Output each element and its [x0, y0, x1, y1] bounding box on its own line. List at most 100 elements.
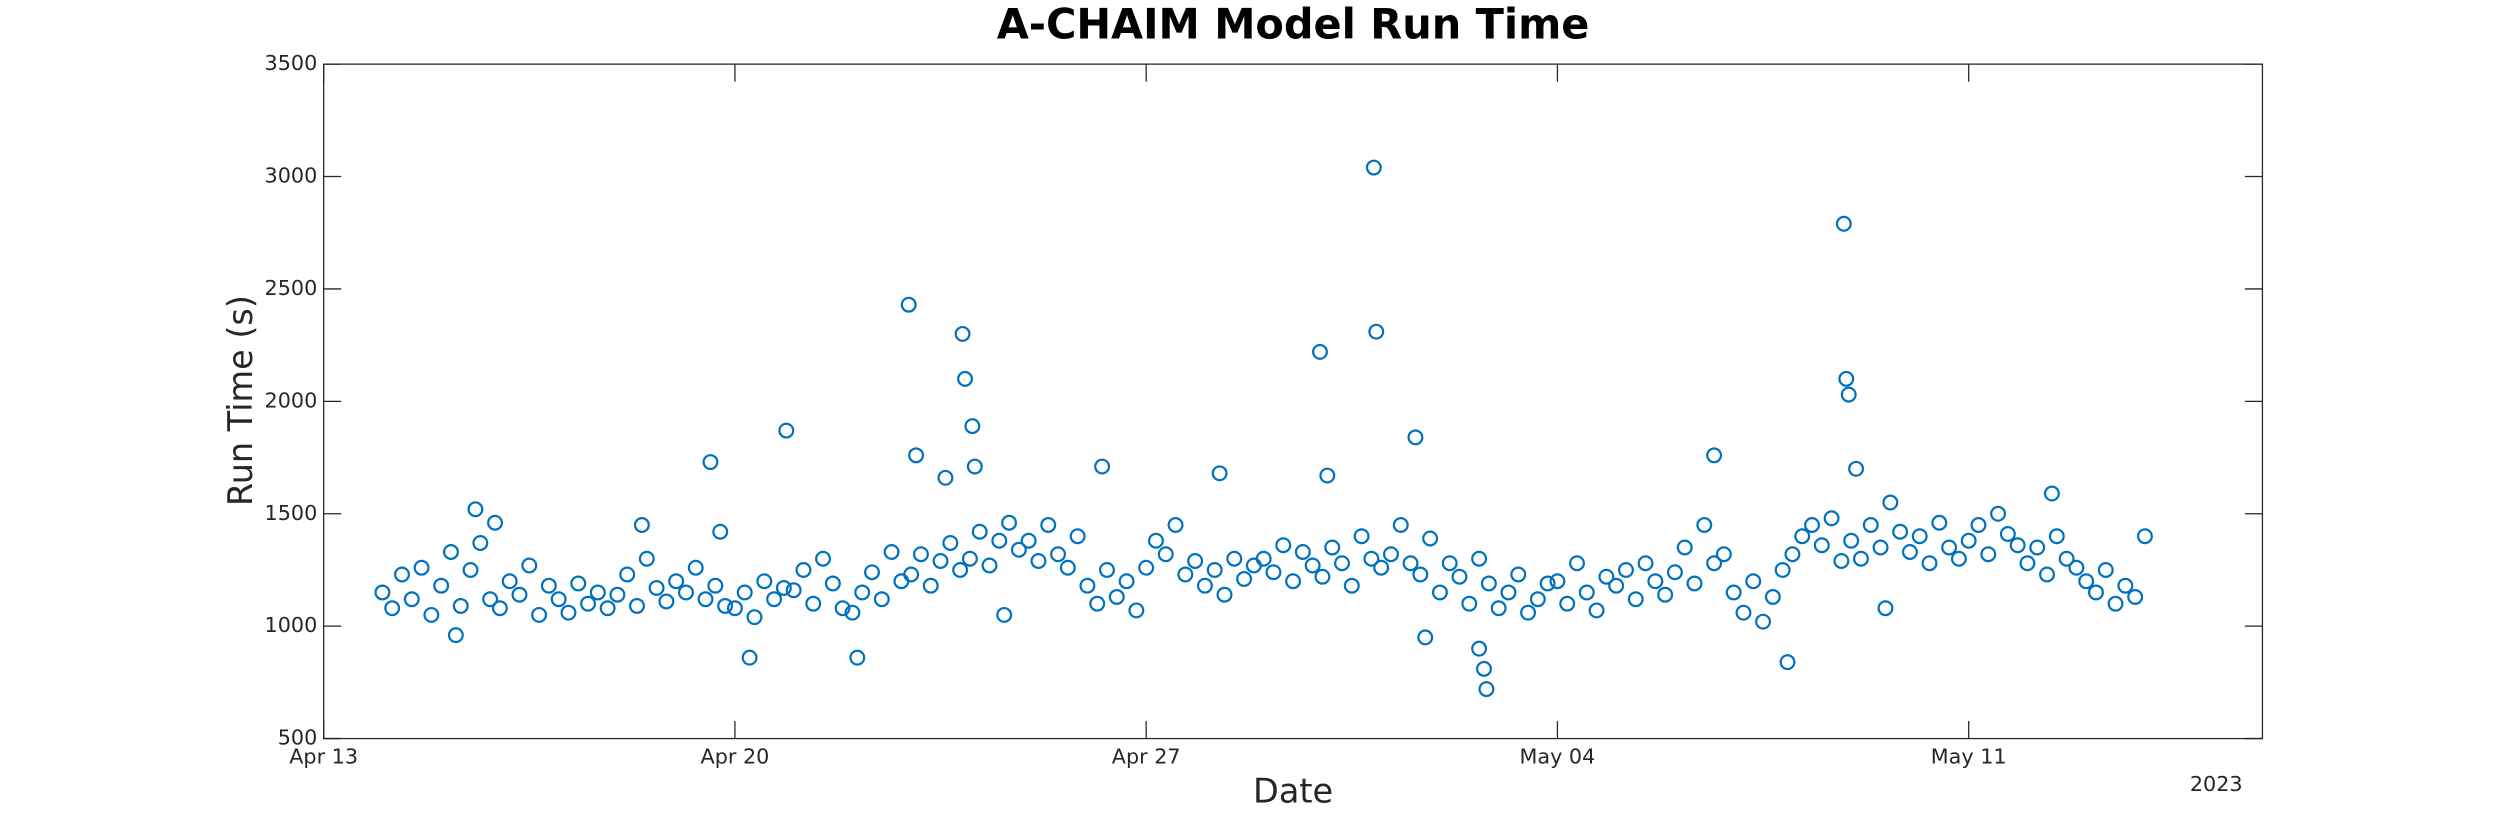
data-point: [1823, 510, 1840, 527]
data-point: [1666, 564, 1683, 581]
data-point: [452, 597, 469, 614]
y-tick-label: 3000: [265, 164, 318, 188]
data-point: [1725, 584, 1742, 601]
data-point: [1030, 552, 1047, 569]
data-point: [638, 550, 655, 567]
data-point: [844, 604, 861, 621]
data-point: [1211, 465, 1228, 482]
data-point: [2068, 559, 2085, 576]
data-point: [785, 582, 802, 599]
data-point: [1363, 550, 1380, 567]
data-point: [932, 552, 949, 569]
data-point: [697, 591, 714, 608]
data-point: [1784, 546, 1801, 563]
data-point: [1118, 573, 1135, 590]
data-point: [1265, 564, 1282, 581]
data-point: [1696, 517, 1713, 533]
data-point: [1285, 573, 1302, 590]
data-point: [1040, 517, 1057, 533]
data-point: [1539, 575, 1556, 592]
data-point: [1294, 544, 1311, 560]
data-point: [413, 559, 430, 576]
y-tick-label: 500: [278, 726, 318, 750]
x-tick-label: May 04: [1520, 745, 1596, 769]
y-tick-label: 2500: [265, 276, 318, 300]
data-point: [736, 584, 753, 601]
data-point: [991, 532, 1008, 549]
data-point: [668, 573, 685, 590]
data-point: [2048, 528, 2065, 545]
data-point: [1422, 530, 1439, 547]
data-point: [1840, 386, 1857, 403]
data-point: [2117, 577, 2134, 594]
x-tick-label: May 11: [1931, 745, 2007, 769]
data-point: [472, 535, 489, 551]
data-point: [957, 370, 973, 387]
data-point: [1275, 537, 1292, 554]
data-point: [1813, 537, 1830, 554]
data-point: [1529, 591, 1546, 608]
data-point: [1901, 544, 1918, 560]
data-point: [1647, 573, 1664, 590]
data-point: [1520, 604, 1537, 621]
data-point: [964, 418, 981, 435]
data-point: [1099, 561, 1115, 578]
data-point: [447, 627, 464, 644]
data-point: [1559, 595, 1576, 612]
data-point: [2078, 573, 2095, 590]
data-point: [1706, 555, 1723, 572]
data-point: [1755, 613, 1772, 630]
x-tick-label: Apr 20: [701, 745, 770, 769]
data-point: [712, 523, 729, 540]
data-point: [1848, 460, 1865, 477]
data-point: [1089, 595, 1106, 612]
data-point: [619, 566, 636, 583]
data-point: [384, 600, 401, 617]
data-point: [521, 557, 538, 574]
data-point: [1402, 555, 1419, 572]
data-point: [1764, 588, 1781, 605]
data-point: [971, 523, 988, 540]
y-tick-label: 1000: [265, 613, 318, 637]
data-point: [1843, 532, 1860, 549]
x-tick-label: Apr 27: [1112, 745, 1181, 769]
data-point: [599, 600, 616, 617]
data-point: [1461, 595, 1478, 612]
data-point: [942, 535, 959, 551]
data-point: [1608, 577, 1625, 594]
data-point: [864, 564, 880, 581]
data-point: [1382, 546, 1399, 563]
data-point: [2097, 561, 2114, 578]
data-point: [1138, 559, 1155, 576]
data-point: [540, 577, 557, 594]
data-point: [1128, 602, 1145, 619]
data-point: [1412, 566, 1429, 583]
x-tick-label: Apr 13: [289, 745, 358, 769]
data-point: [903, 566, 920, 583]
data-point: [702, 454, 719, 471]
data-point: [501, 573, 518, 590]
data-point: [687, 559, 704, 576]
data-point: [531, 606, 548, 623]
data-point: [1853, 550, 1869, 567]
data-point: [1877, 600, 1894, 617]
data-point: [1441, 555, 1458, 572]
data-point: [560, 604, 577, 621]
data-point: [1980, 546, 1997, 563]
data-point: [2127, 588, 2144, 605]
data-point: [677, 584, 694, 601]
data-point: [1304, 557, 1321, 574]
data-point: [1050, 546, 1067, 563]
data-point: [1147, 532, 1164, 549]
data-point: [778, 422, 795, 439]
data-point: [1588, 602, 1605, 619]
data-point: [966, 458, 983, 475]
data-point: [1838, 370, 1855, 387]
data-point: [1892, 523, 1909, 540]
data-point: [570, 575, 587, 592]
data-point: [2088, 584, 2104, 601]
data-point: [2136, 528, 2153, 545]
data-point: [1368, 323, 1385, 340]
